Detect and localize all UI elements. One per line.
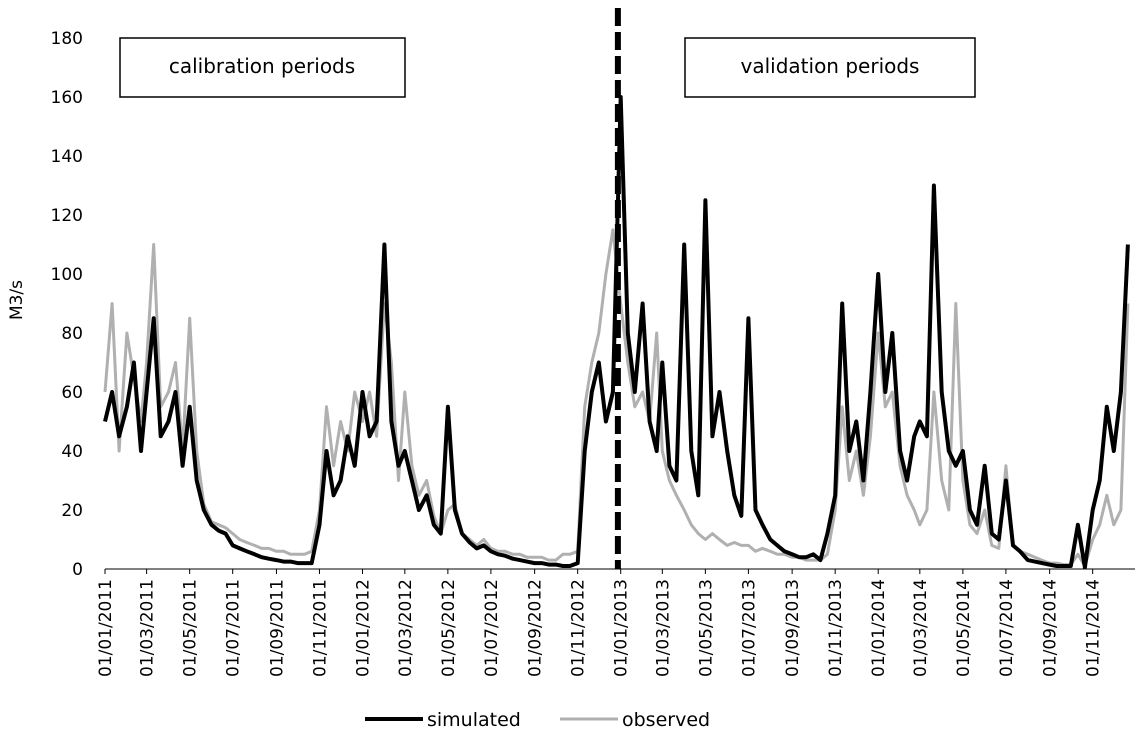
legend: simulated observed (365, 709, 710, 731)
x-tick-label: 01/05/2014 (954, 579, 974, 677)
y-tick-label: 40 (61, 442, 83, 462)
x-tick-label: 01/11/2011 (310, 579, 330, 677)
series-line (103, 95, 1130, 570)
x-tick-label: 01/03/2012 (396, 579, 416, 677)
x-tick-label: 01/11/2013 (826, 579, 846, 677)
x-tick-label: 01/05/2013 (696, 579, 716, 677)
y-tick-label: 80 (61, 324, 83, 344)
x-tick-label: 01/11/2014 (1084, 579, 1104, 677)
x-tick-label: 01/09/2014 (1041, 579, 1061, 677)
x-tick-label: 01/07/2014 (997, 579, 1017, 677)
x-tick-label: 01/11/2012 (569, 579, 589, 677)
annotation: validation periods (741, 54, 920, 78)
annotation-box (119, 37, 406, 98)
y-tick-label: 0 (72, 560, 83, 580)
y-tick-label: 100 (51, 265, 83, 285)
y-tick-label: 20 (61, 501, 83, 521)
x-tick-label: 01/01/2014 (869, 579, 889, 677)
x-tick-label: 01/07/2011 (224, 579, 244, 677)
annotation: calibration periods (169, 54, 355, 78)
annotation-box (684, 37, 976, 98)
y-tick-label: 160 (51, 88, 83, 108)
x-tick-label: 01/03/2013 (653, 579, 673, 677)
legend-label: simulated (427, 709, 521, 731)
plot-area: 0 20 40 60 80 100 120 140 160 180 01/01/2011 01/03/… (51, 8, 1135, 677)
x-tick-label: 01/09/2011 (267, 579, 287, 677)
x-tick-label: 01/01/2012 (354, 579, 374, 677)
y-tick-label: 180 (51, 29, 83, 49)
x-tick-label: 01/07/2012 (482, 579, 502, 677)
x-tick-label: 01/05/2011 (181, 579, 201, 677)
x-tick-label: 01/01/2013 (612, 579, 632, 677)
x-tick-label: 01/09/2012 (526, 579, 546, 677)
x-tick-label: 01/07/2013 (739, 579, 759, 677)
x-tick-label: 01/09/2013 (783, 579, 803, 677)
y-axis-label: M3/s (7, 280, 27, 320)
legend-label: observed (622, 709, 710, 731)
x-tick-label: 01/05/2012 (439, 579, 459, 677)
x-tick-label: 01/01/2011 (96, 579, 116, 677)
y-tick-label: 140 (51, 147, 83, 167)
x-tick-label: 01/03/2014 (911, 579, 931, 677)
y-tick-label: 60 (61, 383, 83, 403)
x-tick-label: 01/03/2011 (138, 579, 158, 677)
y-tick-label: 120 (51, 206, 83, 226)
